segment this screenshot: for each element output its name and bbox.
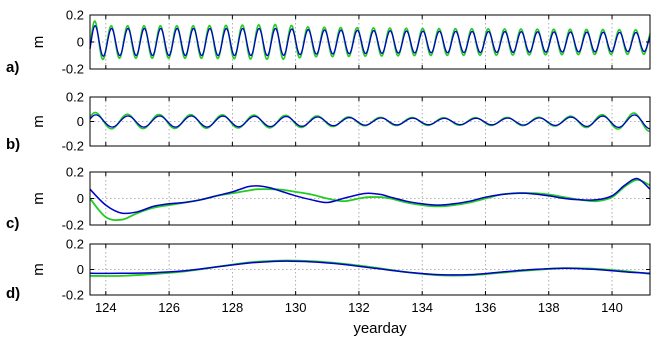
- series-blue-line: [89, 260, 651, 276]
- x-tick-label: 136: [475, 300, 497, 315]
- y-tick-label: 0.2: [66, 237, 84, 252]
- x-tick-label: 130: [285, 300, 307, 315]
- y-tick-label: 0.2: [66, 165, 84, 180]
- x-tick-label: 128: [222, 300, 244, 315]
- y-tick-label: -0.2: [62, 139, 84, 154]
- panel-label: a): [6, 59, 19, 76]
- y-tick-label: 0.2: [66, 90, 84, 105]
- y-tick-label: 0.2: [66, 8, 84, 23]
- x-tick-label: 134: [411, 300, 433, 315]
- y-tick-label: 0: [77, 114, 84, 129]
- y-tick-label: 0: [77, 191, 84, 206]
- panel-label: d): [6, 285, 20, 302]
- y-tick-label: -0.2: [62, 288, 84, 303]
- x-tick-label: 140: [601, 300, 623, 315]
- series-blue-line: [89, 177, 651, 215]
- y-axis-label: m: [30, 36, 47, 49]
- panel-label: c): [6, 215, 19, 232]
- panel-label: b): [6, 136, 20, 153]
- y-tick-label: -0.2: [62, 218, 84, 233]
- series-blue-line: [89, 25, 651, 57]
- y-axis-label: m: [30, 192, 47, 205]
- y-tick-label: -0.2: [62, 62, 84, 77]
- y-axis-label: m: [30, 115, 47, 128]
- y-tick-label: 0: [77, 35, 84, 50]
- series-green-line: [89, 179, 651, 222]
- x-tick-label: 126: [158, 300, 180, 315]
- x-tick-label: 124: [95, 300, 117, 315]
- y-axis-label: m: [30, 263, 47, 276]
- x-tick-label: 138: [538, 300, 560, 315]
- x-tick-label: 132: [348, 300, 370, 315]
- x-axis-label: yearday: [353, 320, 407, 337]
- y-tick-label: 0: [77, 262, 84, 277]
- series-blue-line: [89, 114, 651, 130]
